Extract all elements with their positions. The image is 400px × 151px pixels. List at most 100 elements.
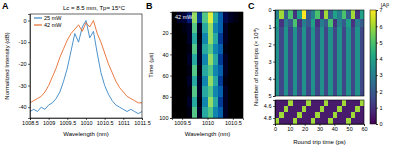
cell [279, 100, 284, 106]
cell [320, 10, 325, 19]
tick-mark [170, 118, 172, 119]
cell [337, 79, 342, 88]
cell [297, 79, 302, 88]
cell [213, 12, 218, 23]
tick-label: 80 [162, 94, 168, 100]
cell [337, 53, 342, 62]
cell [333, 106, 338, 112]
cell [213, 65, 218, 76]
tick-mark [28, 86, 30, 87]
cell [192, 76, 197, 87]
cell [320, 44, 325, 53]
cell [228, 65, 233, 76]
cell [360, 100, 364, 106]
cell [333, 36, 338, 45]
cell [182, 107, 187, 118]
cell [328, 100, 333, 106]
cell [228, 54, 233, 65]
cell [293, 70, 298, 79]
cell [342, 19, 347, 28]
cell [320, 106, 325, 112]
tick: 10 [287, 124, 293, 132]
tick-label: 1010 [80, 120, 92, 126]
cell [233, 65, 238, 76]
cell [223, 23, 228, 34]
cell [324, 100, 329, 106]
cell [218, 12, 223, 23]
cell [311, 70, 316, 79]
cell [315, 62, 320, 71]
tick-label: 40 [332, 126, 338, 132]
cell [208, 107, 213, 118]
cell [223, 97, 228, 108]
cell [355, 36, 360, 45]
cell [297, 19, 302, 28]
tick-mark [170, 54, 172, 55]
cell [288, 87, 293, 96]
cell [355, 79, 360, 88]
tick: 1011 [118, 118, 130, 126]
cell [284, 79, 289, 88]
cell [197, 107, 202, 118]
tick-label: 4 [268, 76, 271, 82]
cell [328, 36, 333, 45]
cell [279, 53, 284, 62]
cell [328, 118, 333, 124]
cell [238, 76, 243, 87]
cell [293, 79, 298, 88]
cell [213, 97, 218, 108]
cell [333, 79, 338, 88]
cell [328, 112, 333, 118]
cell [306, 19, 311, 28]
cell [182, 44, 187, 55]
tick-label: 40 [162, 52, 168, 58]
cell [324, 10, 329, 19]
tick-mark [376, 43, 378, 44]
cell [302, 106, 307, 112]
cell [177, 54, 182, 65]
tick-mark [170, 33, 172, 34]
tick-label: 4.8 [264, 115, 272, 121]
cell [351, 100, 356, 106]
cell [315, 10, 320, 19]
cell [297, 87, 302, 96]
cell [182, 76, 187, 87]
cell [197, 86, 202, 97]
cell [302, 27, 307, 36]
cell [297, 106, 302, 112]
tick: 2 [268, 42, 275, 48]
cell [346, 106, 351, 112]
cell [302, 36, 307, 45]
cell [297, 112, 302, 118]
cell [223, 44, 228, 55]
cell [213, 86, 218, 97]
tick-label: 20 [162, 30, 168, 36]
tick: 1 [376, 105, 383, 111]
cell [233, 33, 238, 44]
cell [279, 118, 284, 124]
axis-line [273, 11, 276, 97]
cell [315, 106, 320, 112]
lines [30, 21, 142, 114]
cell [218, 54, 223, 65]
tick-mark [376, 10, 378, 11]
cell [311, 100, 316, 106]
cell [333, 10, 338, 19]
tick: 50 [347, 124, 353, 132]
cell [351, 70, 356, 79]
cell [284, 53, 289, 62]
cell [333, 19, 338, 28]
cell [337, 100, 342, 106]
cell [346, 118, 351, 124]
x-axis-title: Wavelength (nm) [63, 131, 108, 137]
cell [288, 62, 293, 71]
cell [320, 100, 325, 106]
cell [297, 100, 302, 106]
cell [360, 44, 364, 53]
tick-mark [273, 118, 275, 119]
cell [315, 19, 320, 28]
cell [233, 76, 238, 87]
tick-mark [170, 97, 172, 98]
cell [360, 53, 364, 62]
cell [202, 44, 207, 55]
